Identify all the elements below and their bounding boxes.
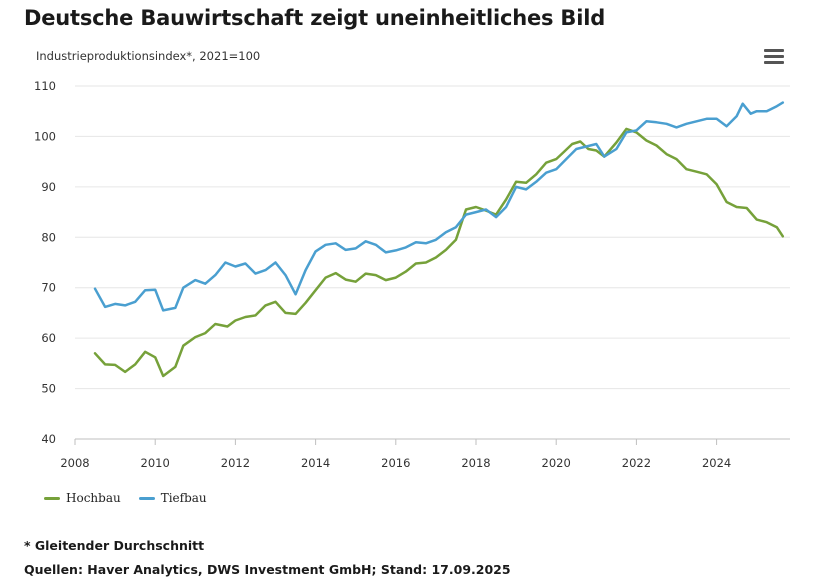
series-line-tiefbau[interactable] — [93, 101, 785, 312]
legend: Hochbau Tiefbau — [44, 491, 207, 505]
footnote: * Gleitender Durchschnitt — [24, 538, 205, 553]
legend-item-tiefbau[interactable]: Tiefbau — [138, 491, 207, 505]
y-tick-label: 50 — [41, 382, 56, 396]
x-tick-label: 2014 — [301, 456, 330, 470]
x-tick-label: 2010 — [141, 456, 170, 470]
legend-label-tiefbau: Tiefbau — [160, 491, 207, 505]
y-tick-label: 100 — [34, 129, 56, 143]
grid-lines — [75, 85, 790, 390]
source-note: Quellen: Haver Analytics, DWS Investment… — [24, 562, 511, 577]
series-line-hochbau[interactable] — [93, 127, 785, 378]
y-tick-label: 60 — [41, 331, 56, 345]
chart-subtitle: Industrieproduktionsindex*, 2021=100 — [36, 49, 261, 63]
x-tick-label: 2012 — [221, 456, 250, 470]
y-tick-label: 80 — [41, 230, 56, 244]
y-tick-label: 90 — [41, 180, 56, 194]
x-tick-label: 2022 — [622, 456, 651, 470]
y-tick-label: 110 — [34, 79, 56, 93]
x-axis-ticks: 2008 2010 2012 2014 2016 2018 2020 2022 2024 — [60, 439, 731, 470]
x-tick-label: 2008 — [60, 456, 89, 470]
hamburger-menu-icon[interactable] — [764, 49, 784, 67]
legend-item-hochbau[interactable]: Hochbau — [44, 491, 121, 505]
y-tick-label: 70 — [41, 281, 56, 295]
legend-swatch-tiefbau — [138, 496, 155, 500]
chart-title: Deutsche Bauwirtschaft zeigt uneinheitli… — [24, 6, 606, 30]
legend-label-hochbau: Hochbau — [66, 491, 121, 505]
x-tick-label: 2024 — [702, 456, 731, 470]
legend-swatch-hochbau — [44, 496, 60, 500]
x-tick-label: 2020 — [542, 456, 571, 470]
series-lines — [93, 101, 785, 378]
x-tick-label: 2016 — [381, 456, 410, 470]
y-axis-ticks: 40 50 60 70 80 90 100 110 — [34, 79, 56, 446]
x-tick-label: 2018 — [461, 456, 490, 470]
y-tick-label: 40 — [41, 432, 56, 446]
